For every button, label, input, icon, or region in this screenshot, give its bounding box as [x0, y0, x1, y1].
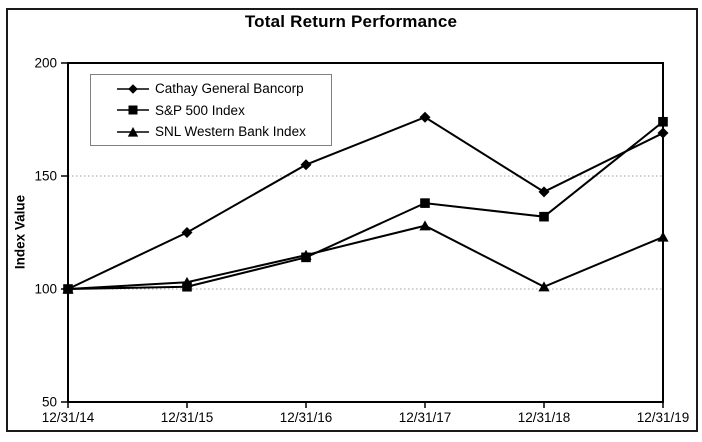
diamond-marker-icon [117, 83, 149, 94]
diamond-marker [300, 159, 312, 171]
y-tick-label: 100 [34, 282, 57, 297]
y-tick-label: 150 [34, 169, 57, 184]
legend-item-cathay-general-bancorp: Cathay General Bancorp [117, 79, 331, 99]
diamond-marker [419, 111, 431, 123]
diamond-marker [538, 186, 550, 198]
square-marker [182, 281, 192, 292]
legend-item-snl-western-bank-index: SNL Western Bank Index [117, 122, 331, 142]
series-line-diamond [67, 116, 664, 290]
x-tick-label: 12/31/14 [42, 410, 95, 425]
triangle-marker [538, 281, 550, 292]
triangle-marker-icon [117, 126, 149, 137]
y-tick-label: 50 [42, 395, 57, 410]
square-marker [301, 252, 311, 263]
chart-title: Total Return Performance [244, 12, 458, 31]
legend-item-sp-500-index: S&P 500 Index [117, 100, 331, 120]
y-tick-label: 200 [34, 56, 57, 71]
x-tick-label: 12/31/18 [518, 410, 571, 425]
diamond-marker [657, 127, 669, 139]
legend: Cathay General Bancorp S&P 500 Index SNL… [90, 74, 332, 146]
square-marker [63, 284, 73, 294]
legend-label: SNL Western Bank Index [155, 124, 306, 139]
series-line-triangle [67, 224, 664, 290]
square-marker-icon [117, 105, 149, 115]
square-marker [539, 211, 549, 222]
legend-label: Cathay General Bancorp [155, 81, 304, 96]
triangle-marker [657, 231, 669, 242]
series-line-square [67, 120, 664, 290]
square-marker [658, 116, 668, 127]
diamond-marker [181, 227, 193, 238]
x-tick-label: 12/31/17 [399, 410, 452, 425]
triangle-marker [419, 220, 431, 231]
x-tick-label: 12/31/19 [637, 410, 690, 425]
square-marker [420, 198, 430, 208]
x-tick-label: 12/31/15 [161, 410, 214, 425]
x-tick-label: 12/31/16 [280, 410, 333, 425]
legend-label: S&P 500 Index [155, 102, 245, 118]
